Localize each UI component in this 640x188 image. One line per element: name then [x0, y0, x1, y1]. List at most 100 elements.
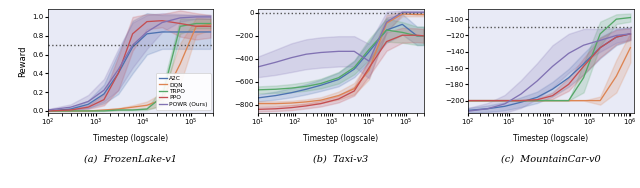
POWR (Ours) [287, 57, 295, 59]
Y-axis label: Reward: Reward [18, 45, 27, 77]
POWR (Ours) [302, 53, 310, 55]
POWR (Ours) [420, 11, 428, 13]
POWR (Ours) [317, 51, 324, 54]
POWR (Ours) [335, 50, 342, 52]
TRPO [484, 99, 492, 102]
TRPO [207, 22, 214, 25]
TRPO [67, 110, 74, 112]
TRPO [177, 25, 184, 27]
DQN [627, 47, 634, 49]
TRPO [383, 29, 390, 31]
PPO [115, 72, 122, 74]
TRPO [317, 82, 324, 85]
A2C [365, 51, 372, 53]
DQN [287, 102, 295, 104]
PPO [335, 98, 342, 100]
DQN [129, 106, 136, 108]
TRPO [413, 35, 421, 37]
Text: (c)  MountainCar-v0: (c) MountainCar-v0 [501, 154, 601, 163]
A2C [317, 84, 324, 86]
Line: PPO: PPO [48, 21, 211, 111]
A2C [44, 110, 52, 112]
POWR (Ours) [272, 61, 280, 63]
A2C [399, 23, 406, 25]
A2C [465, 109, 472, 111]
DQN [67, 110, 74, 112]
A2C [335, 78, 342, 81]
X-axis label: Timestep (logscale): Timestep (logscale) [303, 134, 378, 143]
A2C [627, 33, 634, 35]
TRPO [350, 66, 358, 69]
DQN [115, 108, 122, 110]
PPO [44, 110, 52, 112]
Text: (b)  Taxi-v3: (b) Taxi-v3 [313, 154, 369, 163]
DQN [612, 75, 620, 77]
POWR (Ours) [100, 89, 108, 91]
TRPO [158, 96, 166, 98]
A2C [548, 88, 556, 90]
TRPO [465, 99, 472, 102]
X-axis label: Timestep (logscale): Timestep (logscale) [93, 134, 168, 143]
DQN [44, 110, 52, 112]
Line: DQN: DQN [468, 48, 630, 101]
PPO [254, 108, 262, 111]
POWR (Ours) [44, 109, 52, 111]
A2C [67, 108, 74, 110]
A2C [115, 72, 122, 74]
A2C [272, 94, 280, 97]
DQN [143, 104, 151, 106]
Line: TRPO: TRPO [258, 30, 424, 90]
PPO [129, 33, 136, 35]
DQN [272, 102, 280, 105]
TRPO [302, 85, 310, 87]
TRPO [44, 110, 52, 112]
PPO [564, 83, 572, 85]
DQN [533, 99, 541, 102]
A2C [580, 63, 588, 65]
POWR (Ours) [548, 65, 556, 67]
A2C [129, 46, 136, 48]
TRPO [129, 109, 136, 111]
DQN [484, 99, 492, 102]
DQN [317, 99, 324, 101]
DQN [399, 13, 406, 15]
A2C [192, 31, 200, 33]
POWR (Ours) [612, 34, 620, 37]
PPO [317, 102, 324, 105]
PPO [143, 20, 151, 23]
DQN [100, 109, 108, 111]
Line: A2C: A2C [468, 34, 630, 110]
TRPO [533, 99, 541, 102]
POWR (Ours) [533, 80, 541, 82]
Line: POWR (Ours): POWR (Ours) [468, 34, 630, 111]
POWR (Ours) [115, 68, 122, 71]
Legend: A2C, DQN, TRPO, PPO, POWR (Ours): A2C, DQN, TRPO, PPO, POWR (Ours) [156, 73, 211, 110]
A2C [302, 88, 310, 90]
DQN [580, 99, 588, 102]
POWR (Ours) [399, 11, 406, 13]
Line: A2C: A2C [258, 24, 424, 98]
DQN [465, 99, 472, 102]
DQN [254, 102, 262, 105]
TRPO [564, 99, 572, 102]
A2C [501, 105, 509, 107]
POWR (Ours) [84, 100, 92, 103]
TRPO [254, 89, 262, 91]
TRPO [192, 22, 200, 25]
A2C [596, 47, 604, 49]
A2C [484, 108, 492, 110]
TRPO [143, 108, 151, 110]
A2C [517, 101, 525, 103]
DQN [177, 63, 184, 65]
PPO [272, 108, 280, 110]
DQN [420, 14, 428, 16]
Text: (a)  FrozenLake-v1: (a) FrozenLake-v1 [84, 154, 177, 163]
PPO [501, 99, 509, 102]
Line: A2C: A2C [48, 32, 211, 111]
A2C [350, 68, 358, 70]
PPO [287, 106, 295, 109]
A2C [564, 77, 572, 79]
POWR (Ours) [177, 17, 184, 19]
PPO [302, 105, 310, 107]
POWR (Ours) [564, 52, 572, 55]
